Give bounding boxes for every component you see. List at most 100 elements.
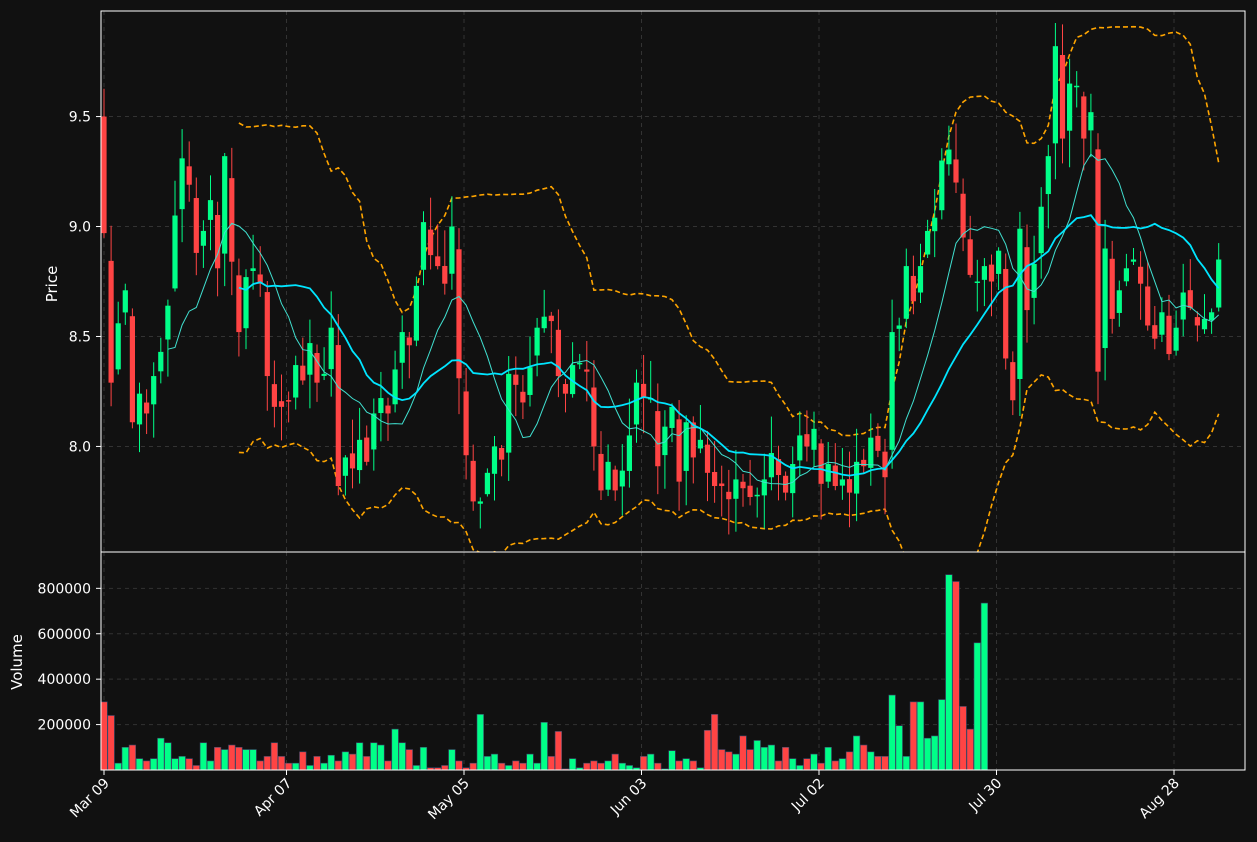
candle-body	[1152, 325, 1158, 339]
candle-body	[200, 230, 206, 246]
candle-body	[321, 373, 327, 376]
volume-bar	[277, 756, 286, 771]
candle-body	[229, 178, 235, 262]
candle-body	[1166, 315, 1172, 355]
candle-body	[974, 281, 980, 283]
volume-bar	[214, 746, 222, 771]
candle-body	[158, 351, 164, 372]
candle-body	[506, 373, 512, 453]
volume-bar	[938, 699, 946, 771]
candle-body	[1109, 258, 1115, 319]
candle-body	[293, 365, 299, 398]
candle-body	[264, 292, 270, 377]
candle-body	[179, 158, 185, 210]
candle-body	[278, 401, 285, 407]
candle-body	[499, 448, 505, 460]
volume-bar	[455, 760, 463, 771]
candle-body	[761, 479, 767, 496]
candle-body	[271, 384, 277, 407]
candle-body	[910, 275, 916, 302]
volume-bar	[718, 749, 726, 771]
candle-body	[562, 384, 569, 394]
candle-body	[1024, 247, 1030, 311]
candle-body	[463, 391, 469, 456]
candle-body	[740, 481, 746, 489]
volume-bar	[121, 746, 129, 771]
volume-bar	[916, 701, 925, 771]
volume-bar	[497, 762, 506, 771]
volume-bar	[774, 760, 783, 771]
volume-bar	[725, 751, 733, 771]
candle-body	[335, 345, 341, 487]
candle-body	[413, 285, 419, 341]
volume-bar	[313, 756, 321, 771]
volume-bar	[143, 760, 151, 771]
volume-bar	[128, 744, 137, 771]
candle-body	[364, 437, 370, 462]
candle-body	[513, 374, 519, 385]
candle-body	[754, 494, 760, 497]
candle-body	[342, 457, 348, 476]
candle-body	[669, 406, 675, 428]
candle-body	[186, 166, 192, 185]
candle-body	[953, 159, 959, 183]
volume-bar	[682, 758, 690, 771]
candle-body	[882, 451, 888, 478]
volume-bar	[157, 737, 165, 771]
candle-body	[428, 229, 434, 256]
candle-body	[1010, 362, 1016, 401]
volume-bar	[256, 760, 264, 771]
candle-body	[1088, 112, 1094, 131]
volume-bar	[852, 735, 861, 771]
candle-body	[1194, 317, 1200, 326]
candle-body	[1180, 292, 1186, 320]
volume-bar	[412, 765, 421, 771]
candle-body	[1216, 259, 1222, 308]
volume-bar	[419, 746, 428, 771]
candle-body	[726, 491, 732, 500]
volume-bar	[703, 729, 712, 771]
volume-bar	[221, 749, 229, 771]
candle-body	[868, 437, 874, 468]
volume-bar	[448, 749, 456, 771]
candle-body	[378, 398, 384, 414]
volume-bar	[668, 750, 676, 771]
volume-bar	[966, 728, 974, 771]
ma-short-line	[167, 153, 1220, 486]
candle-body	[619, 470, 625, 487]
price-tick-label: 8.0	[69, 439, 91, 455]
candle-body	[243, 277, 249, 329]
candle-body	[215, 214, 221, 269]
candle-body	[960, 193, 966, 238]
candle-body	[1031, 263, 1037, 298]
candle-body	[101, 116, 107, 234]
candle-body	[981, 266, 987, 280]
candle-body	[598, 453, 604, 491]
volume-bar	[710, 714, 719, 771]
candle-body	[456, 249, 462, 379]
candle-body	[896, 325, 902, 329]
candle-body	[875, 435, 881, 451]
candle-body	[314, 353, 320, 383]
volume-bar	[909, 701, 917, 771]
volume-bar	[895, 725, 903, 771]
volume-bar	[803, 758, 811, 771]
candle-body	[889, 332, 895, 450]
volume-bar	[881, 756, 889, 771]
candle-body	[385, 405, 391, 414]
volume-bar	[363, 756, 371, 771]
candle-body	[704, 444, 711, 473]
candle-body	[818, 443, 824, 484]
volume-bar	[654, 762, 662, 771]
volume-bar	[192, 765, 200, 771]
volume-bar	[838, 758, 846, 771]
volume-bar	[320, 762, 328, 771]
candle-body	[676, 419, 682, 482]
candle-body	[854, 461, 860, 494]
candle-body	[1130, 259, 1137, 262]
volume-bar	[867, 751, 875, 771]
volume-bar	[519, 762, 527, 771]
candle-body	[633, 382, 640, 425]
candle-body	[307, 343, 313, 375]
volume-bar	[114, 762, 122, 771]
